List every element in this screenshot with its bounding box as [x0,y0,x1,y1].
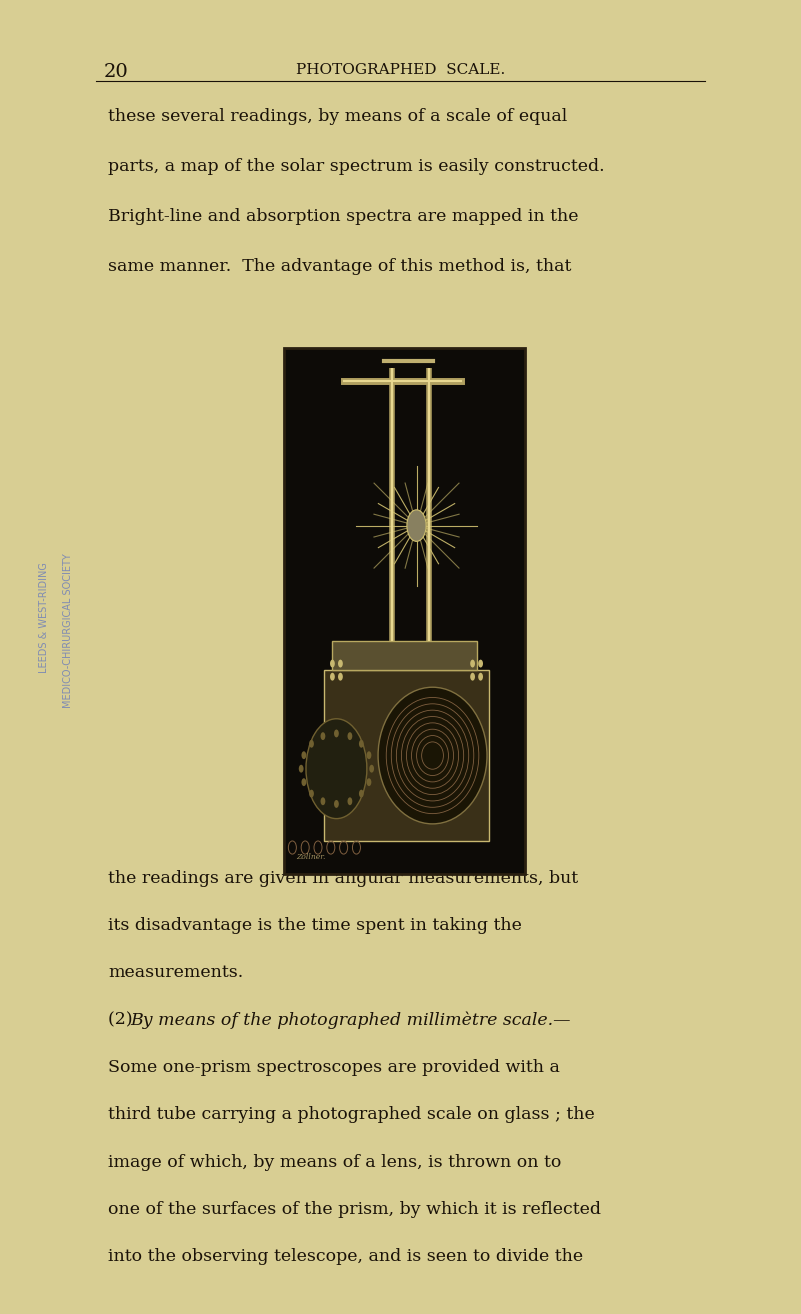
Text: third tube carrying a photographed scale on glass ; the: third tube carrying a photographed scale… [108,1106,595,1123]
Circle shape [301,778,306,786]
Circle shape [359,740,364,748]
Text: Bright-line and absorption spectra are mapped in the: Bright-line and absorption spectra are m… [108,208,578,225]
Text: LEEDS & WEST-RIDING: LEEDS & WEST-RIDING [39,562,49,673]
Text: (2): (2) [108,1012,139,1029]
Text: PHOTOGRAPHED  SCALE.: PHOTOGRAPHED SCALE. [296,63,505,78]
Circle shape [306,719,367,819]
Circle shape [367,752,372,759]
Bar [284,348,525,874]
Circle shape [470,660,475,668]
Circle shape [330,660,335,668]
Text: image of which, by means of a lens, is thrown on to: image of which, by means of a lens, is t… [108,1154,562,1171]
Text: 20: 20 [104,63,129,81]
Circle shape [478,673,483,681]
Circle shape [309,790,314,798]
Text: parts, a map of the solar spectrum is easily constructed.: parts, a map of the solar spectrum is ea… [108,158,605,175]
Circle shape [338,660,343,668]
Circle shape [299,765,304,773]
Ellipse shape [378,687,487,824]
Circle shape [407,510,426,541]
Circle shape [334,729,339,737]
Bar [324,670,489,841]
Circle shape [320,798,325,805]
Text: By means of the photographed millimètre scale.—: By means of the photographed millimètre … [131,1012,571,1029]
Text: into the observing telescope, and is seen to divide the: into the observing telescope, and is see… [108,1248,583,1265]
Text: MEDICO-CHIRURGICAL SOCIETY: MEDICO-CHIRURGICAL SOCIETY [63,553,73,708]
Circle shape [320,732,325,740]
Text: Zollner.: Zollner. [296,853,326,861]
Circle shape [348,732,352,740]
Circle shape [301,752,306,759]
Circle shape [309,740,314,748]
Text: its disadvantage is the time spent in taking the: its disadvantage is the time spent in ta… [108,917,522,934]
Circle shape [369,765,374,773]
Circle shape [470,673,475,681]
Text: Fig. 8.: Fig. 8. [373,371,428,388]
Circle shape [478,660,483,668]
Text: these several readings, by means of a scale of equal: these several readings, by means of a sc… [108,108,567,125]
Text: Some one-prism spectroscopes are provided with a: Some one-prism spectroscopes are provide… [108,1059,560,1076]
Circle shape [334,800,339,808]
Text: same manner.  The advantage of this method is, that: same manner. The advantage of this metho… [108,258,571,275]
Circle shape [359,790,364,798]
Circle shape [338,673,343,681]
Circle shape [367,778,372,786]
Circle shape [330,673,335,681]
Text: measurements.: measurements. [108,964,244,982]
Bar [332,641,477,670]
Circle shape [348,798,352,805]
Text: the readings are given in angular measurements, but: the readings are given in angular measur… [108,870,578,887]
Text: one of the surfaces of the prism, by which it is reflected: one of the surfaces of the prism, by whi… [108,1201,601,1218]
